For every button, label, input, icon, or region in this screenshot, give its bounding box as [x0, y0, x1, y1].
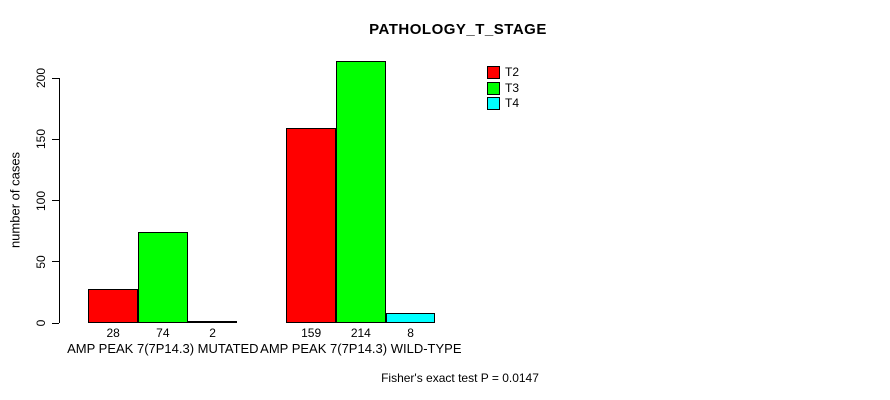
y-axis-line: [59, 78, 60, 323]
bar-value-label: 2: [209, 326, 216, 340]
y-tick-label: 0: [34, 319, 48, 327]
bar-t2-group2: [286, 128, 336, 323]
legend-swatch-t3: [487, 81, 500, 95]
legend-swatch-t4: [487, 97, 500, 111]
y-tick-label: 100: [34, 190, 48, 211]
annotation-fishers-test: Fisher's exact test P = 0.0147: [381, 371, 539, 385]
y-axis-label: number of cases: [7, 151, 23, 249]
legend-row-t4: T4: [487, 96, 519, 112]
category-label: AMP PEAK 7(7P14.3) WILD-TYPE: [260, 341, 462, 356]
bar-value-label: 28: [106, 326, 120, 340]
bar-t3-group2: [336, 61, 386, 323]
y-tick-mark: [52, 261, 59, 263]
legend-label: T2: [505, 65, 520, 80]
bar-value-label: 159: [301, 326, 322, 340]
legend: T2 T3 T4: [487, 65, 519, 112]
legend-row-t2: T2: [487, 65, 519, 81]
legend-swatch-t2: [487, 66, 500, 80]
bar-t4-group2: [385, 313, 436, 323]
y-tick-mark: [52, 200, 59, 201]
chart-title: PATHOLOGY_T_STAGE: [369, 21, 547, 38]
legend-label: T4: [505, 96, 520, 111]
y-tick-label: 50: [34, 255, 48, 269]
y-tick-label: 200: [34, 67, 48, 89]
bar-value-label: 214: [350, 326, 371, 340]
y-tick-mark: [52, 77, 59, 79]
legend-row-t3: T3: [487, 81, 519, 97]
y-tick-mark: [52, 322, 59, 324]
y-tick-label: 150: [34, 129, 48, 150]
bar-value-label: 74: [156, 326, 170, 340]
legend-label: T3: [505, 80, 520, 95]
category-label: AMP PEAK 7(7P14.3) MUTATED: [67, 341, 259, 356]
bar-value-label: 8: [407, 326, 414, 340]
bar-t4-group1: [187, 321, 238, 323]
y-tick-mark: [52, 138, 59, 140]
bar-t3-group1: [138, 232, 188, 323]
bar-t2-group1: [88, 289, 138, 323]
